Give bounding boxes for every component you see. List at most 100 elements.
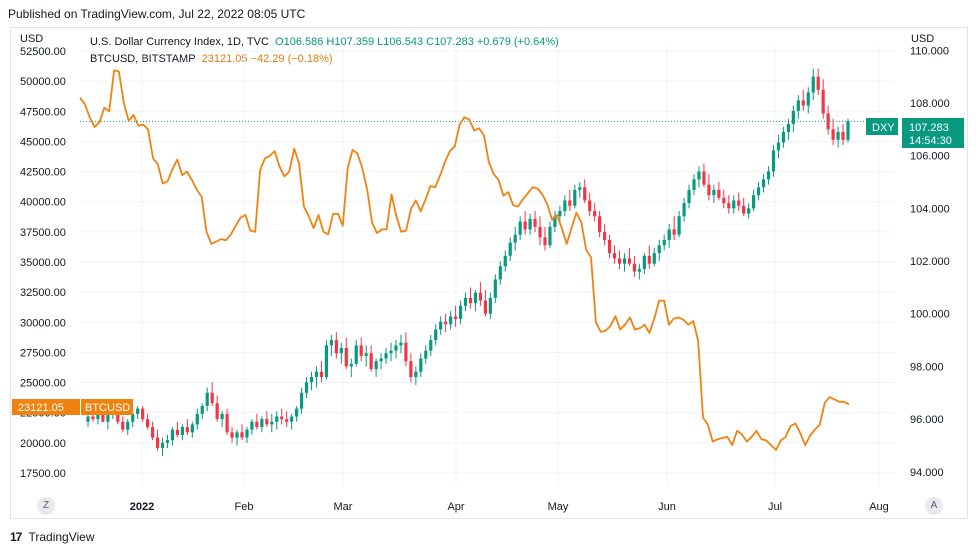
candle-body — [290, 416, 294, 422]
right-axis-currency: USD — [911, 33, 935, 45]
dxy-price-text: 107.283 — [909, 122, 949, 134]
candle-body — [687, 189, 691, 204]
candle-body — [563, 200, 567, 211]
candle-body — [200, 405, 204, 414]
x-tick-label: Aug — [869, 501, 889, 513]
right-tick-label: 106.000 — [910, 151, 950, 163]
candle-body — [473, 292, 478, 304]
candle-body — [379, 358, 383, 362]
candle-body — [329, 340, 333, 346]
right-tick-label: 98.000 — [910, 361, 944, 373]
candle-body — [573, 189, 577, 206]
auto-scale-button[interactable]: A — [925, 497, 943, 515]
candle-body — [672, 229, 676, 235]
candle-body — [622, 258, 627, 264]
x-axis-ticks: 2022 Feb Mar Apr May Jun Jul Aug — [130, 501, 889, 513]
candle-body — [170, 429, 175, 441]
candle-body — [647, 255, 651, 264]
candle-body — [106, 413, 110, 422]
candle-body — [195, 413, 199, 425]
candle-body — [255, 421, 259, 428]
candle-body — [652, 253, 656, 264]
candle-body — [682, 203, 686, 217]
left-tick-label: 42500.00 — [20, 167, 66, 179]
left-tick-label: 37500.00 — [20, 227, 66, 239]
candle-body — [771, 150, 776, 172]
candle-body — [449, 316, 453, 325]
candle-body — [126, 421, 130, 430]
candle-body — [399, 342, 403, 346]
candle-body — [657, 245, 661, 254]
legend-dxy-name: U.S. Dollar Currency Index, 1D, TVC — [90, 36, 269, 48]
candle-body — [776, 142, 781, 151]
candle-body — [131, 413, 135, 422]
z-button[interactable]: Z — [37, 497, 55, 515]
legend-btc-name: BTCUSD, BITSTAMP — [90, 53, 196, 65]
candle-body — [265, 419, 269, 425]
candle-body — [538, 226, 542, 238]
candle-body — [96, 413, 100, 420]
candle-body — [146, 419, 150, 428]
candle-body — [583, 187, 587, 201]
candle-body — [453, 316, 458, 320]
x-tick-label: Feb — [235, 501, 254, 513]
footer-brand[interactable]: 17 TradingView — [10, 530, 95, 544]
candle-body — [359, 345, 363, 356]
legend-dxy-ohlc: O106.586 H107.359 L106.543 C107.283 +0.6… — [275, 36, 559, 48]
candle-body — [205, 392, 209, 406]
legend-btc-row[interactable]: BTCUSD, BITSTAMP 23121.05 −42.29 (−0.18%… — [90, 51, 559, 68]
candle-body — [831, 129, 835, 140]
left-tick-label: 47500.00 — [20, 106, 66, 118]
candle-body — [439, 321, 443, 330]
candle-body — [593, 210, 597, 217]
candle-body — [702, 171, 706, 185]
candle-body — [240, 432, 244, 438]
candle-body — [488, 297, 492, 314]
x-tick-label: Jul — [768, 501, 782, 513]
candle-body — [155, 437, 160, 449]
candle-body — [717, 189, 721, 198]
candle-body — [334, 340, 338, 354]
candle-body — [121, 421, 125, 430]
candle-body — [190, 424, 194, 433]
left-axis-currency: USD — [20, 33, 44, 45]
x-tick-label: Jun — [658, 501, 676, 513]
candle-body — [295, 408, 299, 417]
candle-body — [846, 121, 850, 140]
legend-dxy-row[interactable]: U.S. Dollar Currency Index, 1D, TVC O106… — [90, 34, 559, 51]
candle-body — [309, 376, 314, 383]
candle-body — [523, 221, 527, 230]
x-tick-label: 2022 — [130, 501, 154, 513]
candle-body — [518, 221, 522, 235]
candle-body — [811, 76, 815, 93]
candle-body — [513, 234, 517, 243]
right-tick-label: 94.000 — [910, 467, 944, 479]
candle-body — [533, 218, 537, 227]
candle-body — [816, 76, 820, 90]
candle-body — [374, 361, 378, 370]
chart-legend: U.S. Dollar Currency Index, 1D, TVC O106… — [90, 34, 559, 68]
candle-body — [404, 342, 408, 362]
candle-body — [160, 442, 165, 449]
candle-body — [483, 300, 487, 314]
candle-body — [528, 218, 532, 230]
candle-body — [493, 279, 497, 298]
right-tick-label: 108.000 — [910, 98, 950, 110]
candle-body — [230, 432, 234, 438]
left-tick-label: 27500.00 — [20, 347, 66, 359]
candle-body — [841, 131, 845, 140]
dxy-label-text: DXY — [872, 122, 895, 134]
candle-body — [314, 371, 319, 377]
candle-body — [86, 416, 90, 422]
candle-body — [280, 416, 284, 420]
x-tick-label: Apr — [447, 501, 464, 513]
candle-body — [299, 392, 304, 409]
candle-body — [821, 89, 825, 114]
left-tick-label: 32500.00 — [20, 287, 66, 299]
candle-body — [285, 419, 289, 422]
candle-body — [225, 413, 229, 433]
candle-body — [275, 416, 279, 422]
chart-frame[interactable] — [10, 27, 968, 519]
candle-body — [210, 392, 214, 404]
